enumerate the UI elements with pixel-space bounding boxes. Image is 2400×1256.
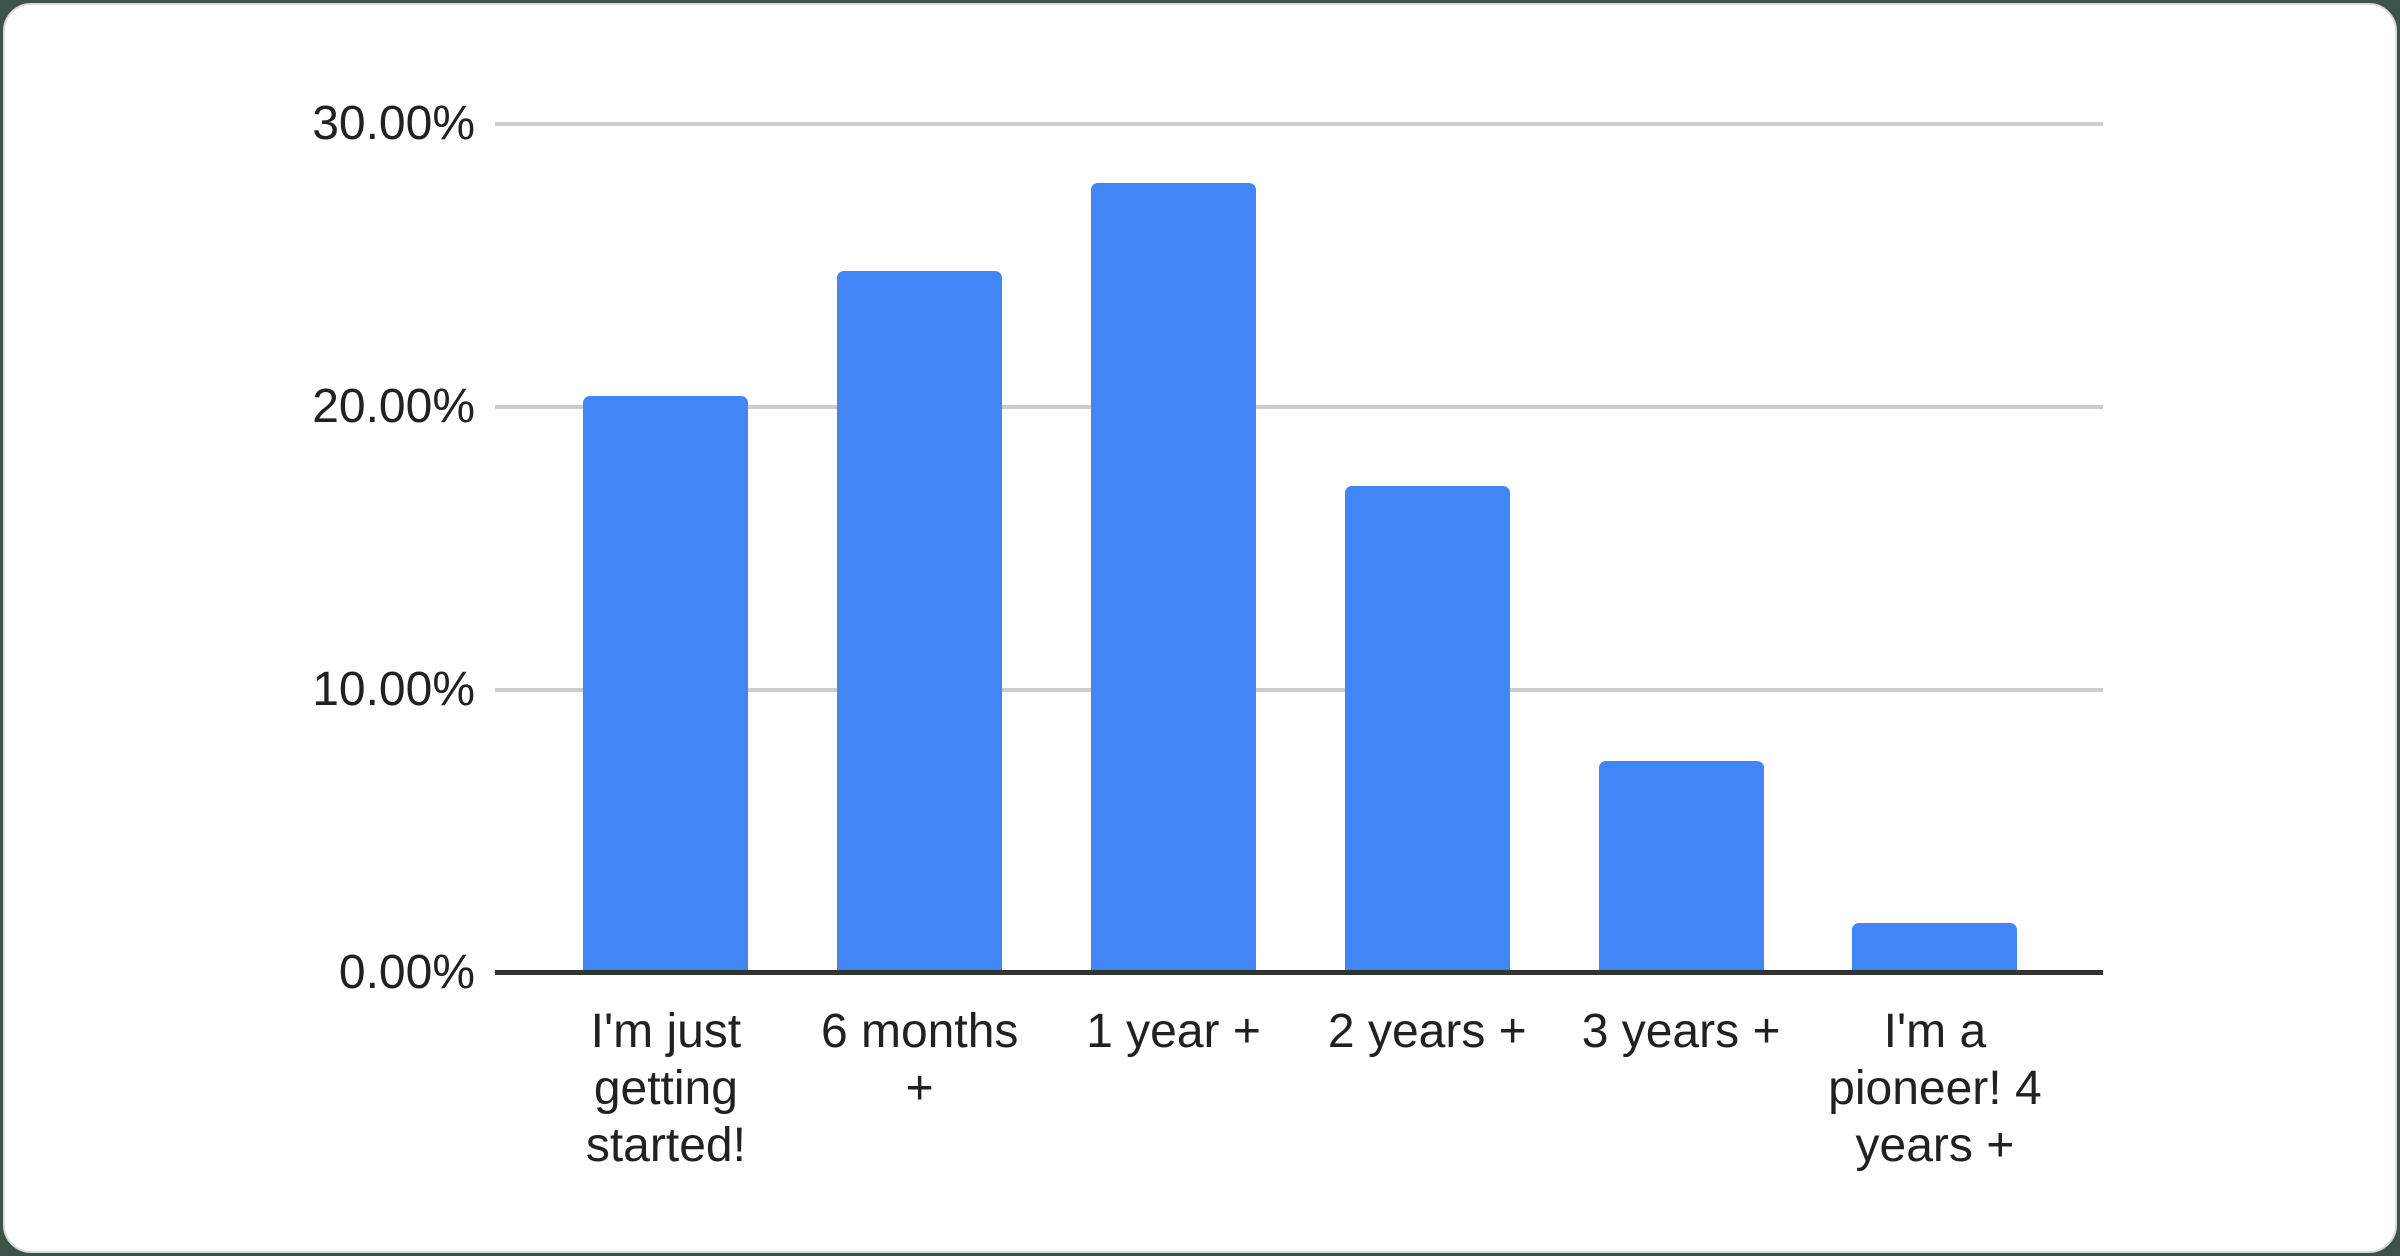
bar-5 <box>1852 923 2018 973</box>
bar-1 <box>837 271 1003 973</box>
x-axis-category-label: I'm just getting started! <box>585 1005 746 1172</box>
bar-0 <box>583 395 749 973</box>
y-axis-tick-label: 30.00% <box>312 97 475 150</box>
gridline-30 <box>495 122 2103 126</box>
y-axis-tick-label: 20.00% <box>312 380 475 433</box>
x-axis-category-label: 1 year + <box>1086 1005 1261 1058</box>
gridline-10 <box>495 688 2103 692</box>
chart-card: 0.00% 10.00% 20.00% 30.00% I'm just getting … <box>3 3 2397 1253</box>
bar-4 <box>1598 760 1764 973</box>
y-axis-tick-label: 10.00% <box>312 663 475 716</box>
gridline-20 <box>495 405 2103 409</box>
x-axis-line <box>495 970 2103 975</box>
x-axis-category-label: I'm a pioneer! 4 years + <box>1828 1005 2042 1172</box>
bar-chart: 0.00% 10.00% 20.00% 30.00% I'm just getting … <box>5 5 2395 1251</box>
x-axis-category-label: 6 months + <box>820 1005 1019 1115</box>
bar-3 <box>1344 486 1510 973</box>
x-axis-category-label: 2 years + <box>1327 1005 1527 1058</box>
y-axis-tick-label: 0.00% <box>338 946 475 999</box>
bar-2 <box>1091 183 1256 973</box>
x-axis-category-label: 3 years + <box>1581 1005 1781 1058</box>
